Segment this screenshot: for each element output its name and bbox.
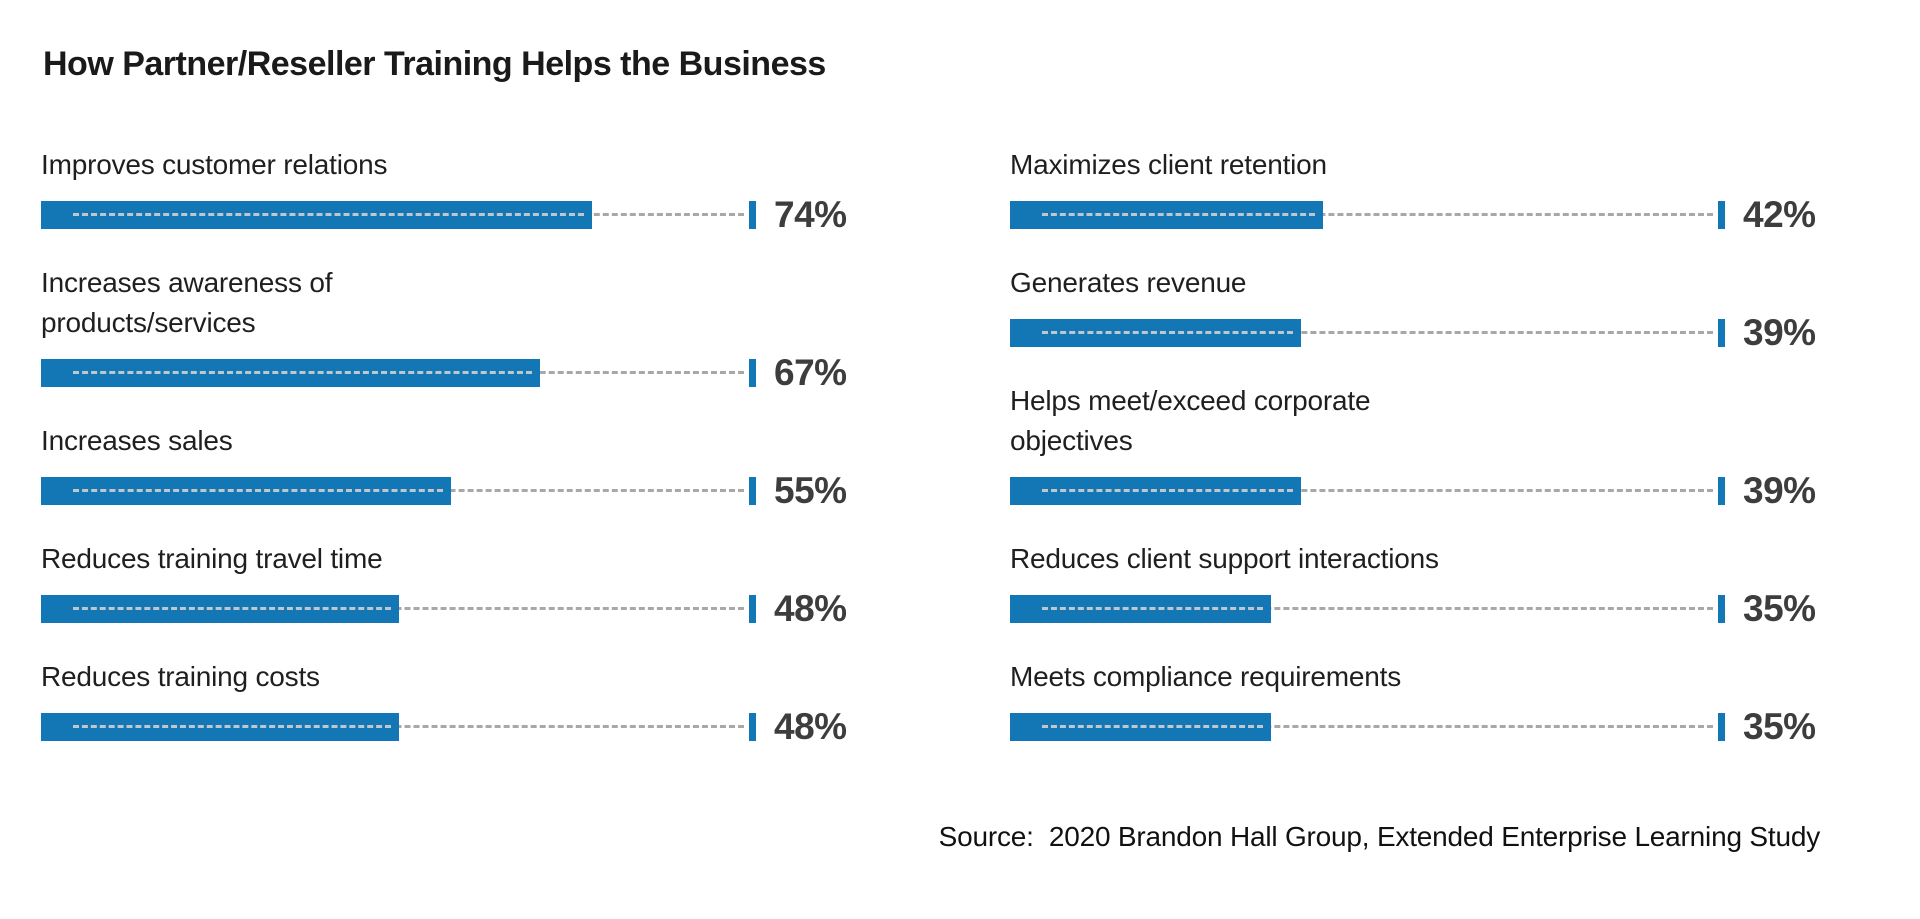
value-label: 35% bbox=[1743, 588, 1816, 629]
bar bbox=[41, 359, 540, 387]
bar-dash-line bbox=[73, 213, 584, 216]
bar bbox=[1010, 201, 1323, 229]
bar-track bbox=[41, 713, 746, 741]
bar-item: Increases sales 55% bbox=[41, 421, 901, 511]
bar-dash-line bbox=[1042, 725, 1263, 728]
bar-dash-line bbox=[73, 371, 532, 374]
leader-dash-line bbox=[1040, 489, 1713, 492]
bar-item: Maximizes client retention 42% bbox=[1010, 145, 1870, 235]
bar-item: Generates revenue 39% bbox=[1010, 263, 1870, 353]
axis-tick bbox=[1718, 201, 1725, 229]
bar-track bbox=[1010, 319, 1715, 347]
bar bbox=[1010, 595, 1271, 623]
chart-title: How Partner/Reseller Training Helps the … bbox=[43, 45, 826, 83]
bar-row: 35% bbox=[1010, 706, 1870, 747]
bar bbox=[41, 713, 399, 741]
value-label: 35% bbox=[1743, 706, 1816, 747]
bar-row: 35% bbox=[1010, 588, 1870, 629]
axis-tick bbox=[749, 477, 756, 505]
bar-column-right: Maximizes client retention 42% Generates… bbox=[1010, 145, 1870, 775]
bar-item: Improves customer relations 74% bbox=[41, 145, 901, 235]
value-label: 74% bbox=[774, 194, 847, 235]
value-label: 67% bbox=[774, 352, 847, 393]
bar bbox=[1010, 713, 1271, 741]
bar-item: Meets compliance requirements 35% bbox=[1010, 657, 1870, 747]
bar-track bbox=[1010, 201, 1715, 229]
bar-item-label: Improves customer relations bbox=[41, 149, 388, 180]
bar-columns: Improves customer relations 74% Increase… bbox=[0, 145, 1920, 775]
bar-dash-line bbox=[1042, 607, 1263, 610]
value-label: 39% bbox=[1743, 312, 1816, 353]
source-note: Source: 2020 Brandon Hall Group, Extende… bbox=[938, 821, 1821, 852]
axis-tick bbox=[1718, 477, 1725, 505]
bar-track bbox=[1010, 595, 1715, 623]
bar-track bbox=[41, 359, 746, 387]
axis-tick bbox=[749, 713, 756, 741]
bar-dash-line bbox=[73, 489, 443, 492]
bar-row: 74% bbox=[41, 194, 901, 235]
bar-item-label: Increases sales bbox=[41, 425, 233, 456]
bar-track bbox=[41, 595, 746, 623]
value-label: 55% bbox=[774, 470, 847, 511]
leader-dash-line bbox=[71, 725, 744, 728]
bar-row: 67% bbox=[41, 352, 901, 393]
bar-item-label: Helps meet/exceed corporate objectives bbox=[1010, 385, 1371, 456]
bar-item-label: Meets compliance requirements bbox=[1010, 661, 1402, 692]
bar-row: 42% bbox=[1010, 194, 1870, 235]
bar bbox=[41, 477, 451, 505]
bar-item: Reduces client support interactions 35% bbox=[1010, 539, 1870, 629]
bar-item-label: Reduces training travel time bbox=[41, 543, 383, 574]
bar-item: Reduces training costs 48% bbox=[41, 657, 901, 747]
bar-dash-line bbox=[73, 725, 391, 728]
bar-dash-line bbox=[1042, 213, 1315, 216]
bar-row: 48% bbox=[41, 706, 901, 747]
bar-item: Helps meet/exceed corporate objectives 3… bbox=[1010, 381, 1870, 511]
bar-dash-line bbox=[1042, 331, 1293, 334]
axis-tick bbox=[1718, 319, 1725, 347]
leader-dash-line bbox=[71, 607, 744, 610]
bar-row: 39% bbox=[1010, 312, 1870, 353]
bar bbox=[41, 595, 399, 623]
bar-item-label: Increases awareness of products/services bbox=[41, 267, 333, 338]
bar bbox=[1010, 319, 1301, 347]
value-label: 42% bbox=[1743, 194, 1816, 235]
leader-dash-line bbox=[1040, 725, 1713, 728]
bar-item-label: Reduces training costs bbox=[41, 661, 320, 692]
leader-dash-line bbox=[1040, 331, 1713, 334]
bar-item-label: Maximizes client retention bbox=[1010, 149, 1327, 180]
bar bbox=[41, 201, 592, 229]
bar-item-label: Reduces client support interactions bbox=[1010, 543, 1439, 574]
bar bbox=[1010, 477, 1301, 505]
bar-row: 55% bbox=[41, 470, 901, 511]
axis-tick bbox=[749, 359, 756, 387]
bar-track bbox=[41, 201, 746, 229]
bar-column-left: Improves customer relations 74% Increase… bbox=[41, 145, 901, 775]
bar-track bbox=[41, 477, 746, 505]
axis-tick bbox=[749, 201, 756, 229]
bar-dash-line bbox=[1042, 489, 1293, 492]
bar-track bbox=[1010, 477, 1715, 505]
value-label: 48% bbox=[774, 706, 847, 747]
bar-item: Reduces training travel time 48% bbox=[41, 539, 901, 629]
leader-dash-line bbox=[1040, 213, 1713, 216]
bar-track bbox=[1010, 713, 1715, 741]
axis-tick bbox=[1718, 595, 1725, 623]
bar-row: 39% bbox=[1010, 470, 1870, 511]
bar-dash-line bbox=[73, 607, 391, 610]
value-label: 48% bbox=[774, 588, 847, 629]
bar-item-label: Generates revenue bbox=[1010, 267, 1247, 298]
bar-item: Increases awareness of products/services… bbox=[41, 263, 901, 393]
value-label: 39% bbox=[1743, 470, 1816, 511]
leader-dash-line bbox=[1040, 607, 1713, 610]
bar-row: 48% bbox=[41, 588, 901, 629]
axis-tick bbox=[749, 595, 756, 623]
axis-tick bbox=[1718, 713, 1725, 741]
